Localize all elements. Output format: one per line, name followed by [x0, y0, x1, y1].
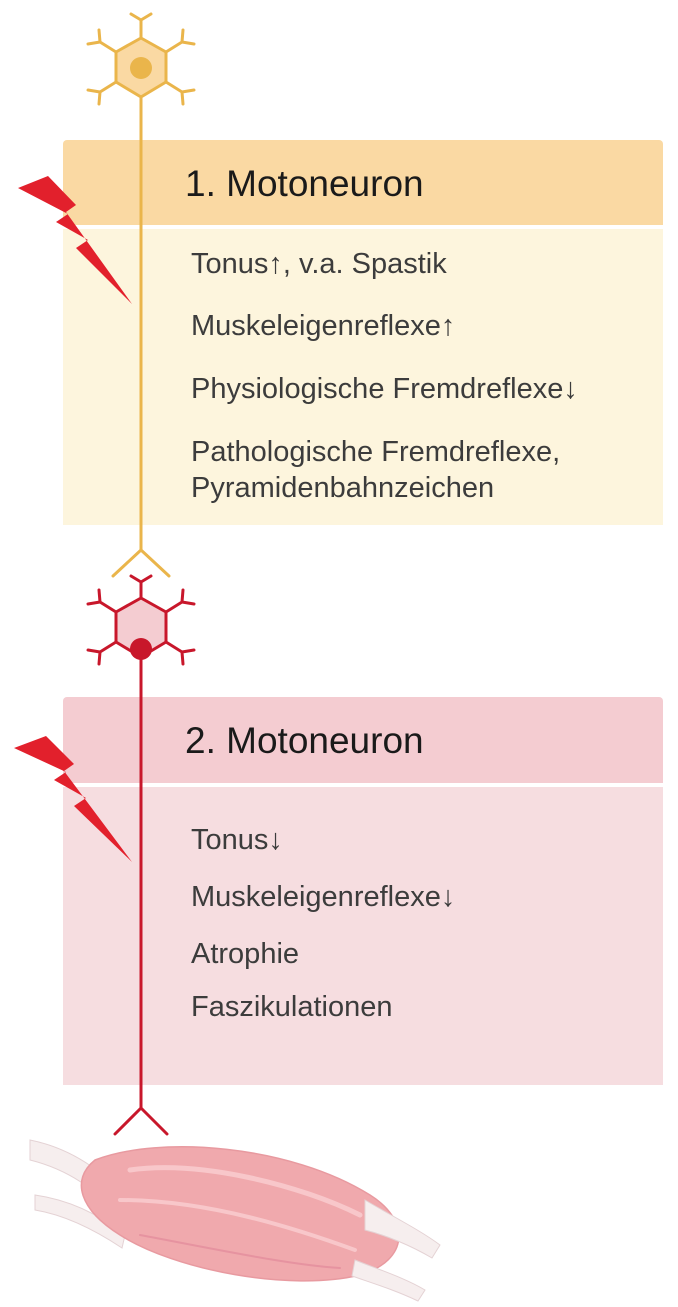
symptom-item: Muskeleigenreflexe↓	[191, 881, 456, 913]
symptom-item: Tonus↓	[191, 824, 283, 856]
symptom-item: Atrophie	[191, 938, 300, 970]
upper-neuron-icon	[86, 12, 196, 578]
lower-motoneuron-symptoms: Tonus↓ Muskeleigenreflexe↓ Atrophie Fasz…	[63, 787, 663, 1085]
upper-motoneuron-header: 1. Motoneuron	[63, 140, 663, 225]
lower-motoneuron-header: 2. Motoneuron	[63, 697, 663, 783]
lesion-upper-lightning-bolt-icon	[18, 176, 132, 304]
muscle-icon	[29, 1139, 441, 1302]
symptom-item: Pyramidenbahnzeichen	[191, 472, 495, 504]
symptom-item: Physiologische Fremdreflexe↓	[191, 373, 578, 405]
symptom-item: Tonus↑, v.a. Spastik	[191, 248, 447, 280]
upper-motoneuron-title: 1. Motoneuron	[185, 163, 424, 204]
symptom-item: Faszikulationen	[191, 991, 393, 1023]
lower-neuron-icon	[86, 574, 196, 1136]
symptom-item: Pathologische Fremdreflexe,	[191, 436, 561, 468]
upper-motoneuron-symptoms: Tonus↑, v.a. Spastik Muskeleigenreflexe↑…	[63, 229, 663, 525]
symptom-item: Muskeleigenreflexe↑	[191, 310, 456, 342]
lower-motoneuron-title: 2. Motoneuron	[185, 720, 424, 761]
lesion-lower-lightning-bolt-icon	[14, 736, 132, 862]
